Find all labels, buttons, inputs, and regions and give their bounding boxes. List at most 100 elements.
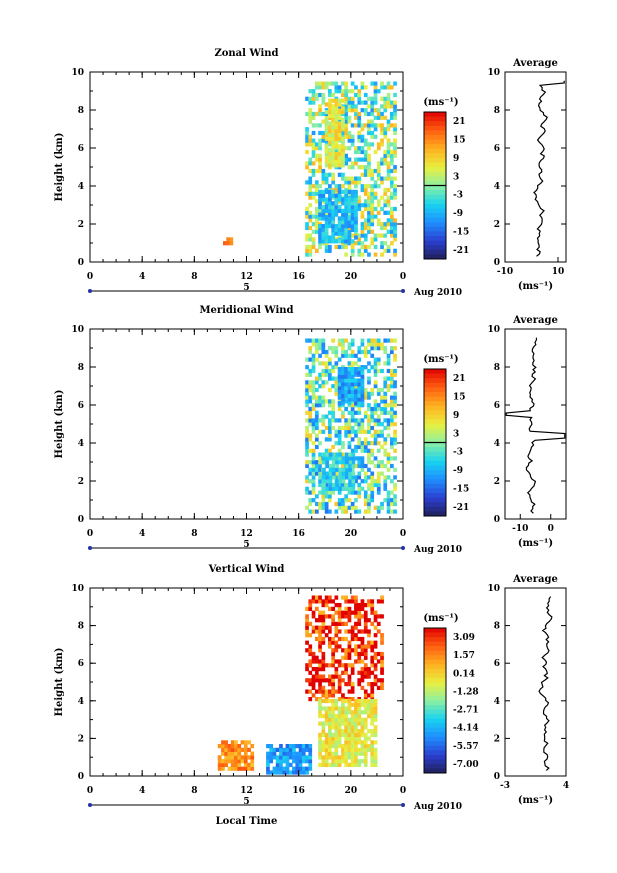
data-cell <box>380 655 384 660</box>
data-cell <box>334 85 339 90</box>
data-cell <box>227 755 232 760</box>
data-cell <box>288 755 293 760</box>
data-cell <box>357 138 362 143</box>
data-cell <box>311 361 316 366</box>
data-cell <box>347 119 352 124</box>
data-cell <box>348 467 352 472</box>
data-cell <box>373 206 378 212</box>
data-cell <box>376 210 381 215</box>
data-cell <box>363 717 368 722</box>
data-cell <box>279 770 283 775</box>
data-cell <box>347 393 352 398</box>
data-cell <box>322 460 326 465</box>
data-region <box>305 595 384 702</box>
data-cell <box>363 441 368 446</box>
data-cell <box>224 759 228 764</box>
colorbar-swatch <box>424 451 446 457</box>
data-cell <box>350 233 355 238</box>
data-cell <box>383 115 388 120</box>
data-cell <box>324 437 329 442</box>
data-cell <box>367 111 371 117</box>
data-cell <box>344 231 348 236</box>
data-cell <box>357 751 362 756</box>
y-tick-label: 10 <box>71 68 84 78</box>
data-cell <box>373 108 378 113</box>
data-cell <box>376 659 381 664</box>
data-cell <box>331 349 335 355</box>
data-cell <box>383 425 388 431</box>
data-cell <box>347 184 352 189</box>
data-cell <box>311 425 316 431</box>
data-cell <box>380 444 384 450</box>
data-cell <box>341 452 345 457</box>
colorbar-swatch <box>424 130 446 136</box>
data-cell <box>383 482 388 488</box>
data-cell <box>380 640 384 645</box>
data-cell <box>350 248 355 253</box>
data-cell <box>285 755 290 760</box>
data-cell <box>324 693 329 698</box>
data-cell <box>373 406 378 412</box>
data-cell <box>370 460 375 465</box>
data-cell <box>305 222 309 227</box>
data-cell <box>393 248 397 253</box>
data-cell <box>324 227 329 232</box>
data-cell <box>363 391 368 396</box>
data-cell <box>337 636 342 642</box>
data-cell <box>308 100 313 105</box>
data-cell <box>334 193 339 198</box>
data-cell <box>324 732 329 737</box>
data-cell <box>234 744 238 749</box>
data-cell <box>367 460 371 465</box>
data-cell <box>344 651 348 657</box>
data-cell <box>376 165 381 170</box>
data-cell <box>318 456 322 461</box>
data-cell <box>354 227 358 232</box>
data-cell <box>305 463 309 469</box>
colorbar-swatch <box>424 112 446 118</box>
data-cell <box>328 740 332 745</box>
data-cell <box>376 599 381 604</box>
data-cell <box>328 212 332 217</box>
data-cell <box>341 197 345 202</box>
data-cell <box>341 353 345 358</box>
data-cell <box>373 244 378 250</box>
data-cell <box>383 134 388 139</box>
data-cell <box>325 452 330 457</box>
data-cell <box>308 755 313 760</box>
data-cell <box>393 123 397 128</box>
colorbar-swatch <box>424 732 446 738</box>
data-cell <box>344 433 348 438</box>
data-cell <box>383 463 388 469</box>
data-cell <box>386 168 391 174</box>
data-cell <box>337 115 342 120</box>
data-cell <box>341 130 345 136</box>
data-cell <box>370 176 375 181</box>
data-cell <box>301 744 306 749</box>
data-cell <box>344 494 348 499</box>
data-cell <box>334 740 339 745</box>
data-cell <box>321 208 326 213</box>
data-cell <box>321 205 326 210</box>
y-axis-label: Height (km) <box>54 390 65 459</box>
data-cell <box>243 744 248 749</box>
data-cell <box>324 603 329 608</box>
data-cell <box>334 762 339 767</box>
data-cell <box>345 482 349 488</box>
data-cell <box>321 422 326 427</box>
data-cell <box>363 365 368 370</box>
data-cell <box>324 448 329 453</box>
data-cell <box>386 146 391 151</box>
data-cell <box>318 216 322 221</box>
data-cell <box>386 494 391 499</box>
data-cell <box>357 460 362 465</box>
data-cell <box>331 759 335 764</box>
data-cell <box>305 425 309 431</box>
data-cell <box>370 338 375 343</box>
data-cell <box>367 361 371 366</box>
data-cell <box>321 224 326 229</box>
data-cell <box>311 467 316 472</box>
data-cell <box>321 698 326 704</box>
data-cell <box>324 349 329 355</box>
data-cell <box>370 682 375 687</box>
